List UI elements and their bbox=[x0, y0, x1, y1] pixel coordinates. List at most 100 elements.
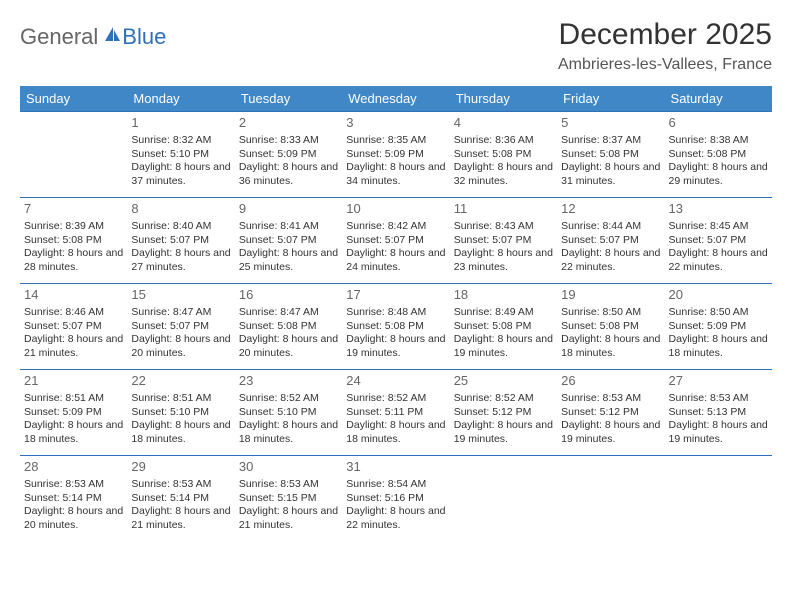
sunset-line: Sunset: 5:07 PM bbox=[24, 320, 123, 334]
calendar-cell: 1Sunrise: 8:32 AMSunset: 5:10 PMDaylight… bbox=[127, 112, 234, 198]
sunrise-line: Sunrise: 8:38 AM bbox=[669, 134, 768, 148]
calendar-cell: 23 Sunrise: 8:52 AMSunset: 5:10 PMDayligh… bbox=[235, 370, 342, 456]
sunrise-line: Sunrise: 8:53 AM bbox=[239, 478, 338, 492]
weekday-header: Monday bbox=[127, 86, 234, 112]
weekday-header: Saturday bbox=[665, 86, 772, 112]
daylight-line: Daylight: 8 hours and 19 minutes. bbox=[669, 419, 768, 446]
sunset-line: Sunset: 5:10 PM bbox=[239, 406, 338, 420]
sunrise-line: Sunrise: 8:53 AM bbox=[24, 478, 123, 492]
calendar-row: 21Sunrise: 8:51 AMSunset: 5:09 PMDayligh… bbox=[20, 370, 772, 456]
calendar-cell: 17Sunrise: 8:48 AMSunset: 5:08 PMDayligh… bbox=[342, 284, 449, 370]
calendar-cell: 28Sunrise: 8:53 AMSunset: 5:14 PMDayligh… bbox=[20, 456, 127, 542]
sunset-line: Sunset: 5:15 PM bbox=[239, 492, 338, 506]
calendar-cell: 8Sunrise: 8:40 AMSunset: 5:07 PMDaylight… bbox=[127, 198, 234, 284]
calendar-cell: 31Sunrise: 8:54 AMSunset: 5:16 PMDayligh… bbox=[342, 456, 449, 542]
sunset-line: Sunset: 5:08 PM bbox=[669, 148, 768, 162]
calendar-cell: 22Sunrise: 8:51 AMSunset: 5:10 PMDayligh… bbox=[127, 370, 234, 456]
calendar-cell: 11Sunrise: 8:43 AMSunset: 5:07 PMDayligh… bbox=[450, 198, 557, 284]
calendar-cell: 24Sunrise: 8:52 AMSunset: 5:11 PMDayligh… bbox=[342, 370, 449, 456]
daylight-line: Daylight: 8 hours and 18 minutes. bbox=[346, 419, 445, 446]
sunset-line: Sunset: 5:14 PM bbox=[24, 492, 123, 506]
calendar-cell bbox=[450, 456, 557, 542]
calendar-cell: 5Sunrise: 8:37 AMSunset: 5:08 PMDaylight… bbox=[557, 112, 664, 198]
calendar-cell: 12Sunrise: 8:44 AMSunset: 5:07 PMDayligh… bbox=[557, 198, 664, 284]
calendar-row: 28Sunrise: 8:53 AMSunset: 5:14 PMDayligh… bbox=[20, 456, 772, 542]
sunrise-line: Sunrise: 8:41 AM bbox=[239, 220, 338, 234]
daylight-line: Daylight: 8 hours and 28 minutes. bbox=[24, 247, 123, 274]
daylight-line: Daylight: 8 hours and 18 minutes. bbox=[239, 419, 338, 446]
sunrise-line: Sunrise: 8:44 AM bbox=[561, 220, 660, 234]
daylight-line: Daylight: 8 hours and 18 minutes. bbox=[131, 419, 230, 446]
logo-text-general: General bbox=[20, 24, 98, 50]
sunrise-line: Sunrise: 8:50 AM bbox=[669, 306, 768, 320]
calendar-cell: 29Sunrise: 8:53 AMSunset: 5:14 PMDayligh… bbox=[127, 456, 234, 542]
calendar-cell: 10Sunrise: 8:42 AMSunset: 5:07 PMDayligh… bbox=[342, 198, 449, 284]
sunset-line: Sunset: 5:07 PM bbox=[131, 234, 230, 248]
calendar-cell: 16Sunrise: 8:47 AMSunset: 5:08 PMDayligh… bbox=[235, 284, 342, 370]
sunset-line: Sunset: 5:11 PM bbox=[346, 406, 445, 420]
day-number: 4 bbox=[454, 115, 553, 132]
calendar-cell: 30Sunrise: 8:53 AMSunset: 5:15 PMDayligh… bbox=[235, 456, 342, 542]
sunset-line: Sunset: 5:08 PM bbox=[346, 320, 445, 334]
calendar-cell bbox=[557, 456, 664, 542]
sunrise-line: Sunrise: 8:33 AM bbox=[239, 134, 338, 148]
sunset-line: Sunset: 5:12 PM bbox=[454, 406, 553, 420]
calendar-page: General Blue December 2025 Ambrieres-les… bbox=[0, 0, 792, 552]
sunset-line: Sunset: 5:07 PM bbox=[454, 234, 553, 248]
day-number: 29 bbox=[131, 459, 230, 476]
sunset-line: Sunset: 5:08 PM bbox=[239, 320, 338, 334]
weekday-header-row: Sunday Monday Tuesday Wednesday Thursday… bbox=[20, 86, 772, 112]
calendar-cell: 25Sunrise: 8:52 AMSunset: 5:12 PMDayligh… bbox=[450, 370, 557, 456]
sail-icon bbox=[102, 26, 122, 49]
sunrise-line: Sunrise: 8:52 AM bbox=[239, 392, 338, 406]
sunrise-line: Sunrise: 8:40 AM bbox=[131, 220, 230, 234]
sunrise-line: Sunrise: 8:35 AM bbox=[346, 134, 445, 148]
calendar-cell bbox=[665, 456, 772, 542]
sunset-line: Sunset: 5:08 PM bbox=[561, 320, 660, 334]
sunset-line: Sunset: 5:08 PM bbox=[561, 148, 660, 162]
sunrise-line: Sunrise: 8:48 AM bbox=[346, 306, 445, 320]
sunset-line: Sunset: 5:08 PM bbox=[454, 320, 553, 334]
calendar-cell: 26Sunrise: 8:53 AMSunset: 5:12 PMDayligh… bbox=[557, 370, 664, 456]
daylight-line: Daylight: 8 hours and 19 minutes. bbox=[561, 419, 660, 446]
daylight-line: Daylight: 8 hours and 19 minutes. bbox=[346, 333, 445, 360]
weekday-header: Friday bbox=[557, 86, 664, 112]
calendar-cell: 14Sunrise: 8:46 AMSunset: 5:07 PMDayligh… bbox=[20, 284, 127, 370]
sunrise-line: Sunrise: 8:50 AM bbox=[561, 306, 660, 320]
daylight-line: Daylight: 8 hours and 20 minutes. bbox=[131, 333, 230, 360]
day-number: 2 bbox=[239, 115, 338, 132]
calendar-cell: 9Sunrise: 8:41 AMSunset: 5:07 PMDaylight… bbox=[235, 198, 342, 284]
weekday-header: Wednesday bbox=[342, 86, 449, 112]
day-number: 23 bbox=[239, 373, 338, 390]
sunset-line: Sunset: 5:09 PM bbox=[24, 406, 123, 420]
daylight-line: Daylight: 8 hours and 22 minutes. bbox=[669, 247, 768, 274]
calendar-row: 1Sunrise: 8:32 AMSunset: 5:10 PMDaylight… bbox=[20, 112, 772, 198]
day-number: 20 bbox=[669, 287, 768, 304]
sunset-line: Sunset: 5:07 PM bbox=[239, 234, 338, 248]
day-number: 3 bbox=[346, 115, 445, 132]
calendar-row: 14Sunrise: 8:46 AMSunset: 5:07 PMDayligh… bbox=[20, 284, 772, 370]
day-number: 26 bbox=[561, 373, 660, 390]
header: General Blue December 2025 Ambrieres-les… bbox=[20, 18, 772, 74]
sunset-line: Sunset: 5:13 PM bbox=[669, 406, 768, 420]
logo: General Blue bbox=[20, 18, 166, 50]
sunset-line: Sunset: 5:10 PM bbox=[131, 406, 230, 420]
sunrise-line: Sunrise: 8:52 AM bbox=[346, 392, 445, 406]
daylight-line: Daylight: 8 hours and 21 minutes. bbox=[24, 333, 123, 360]
daylight-line: Daylight: 8 hours and 20 minutes. bbox=[239, 333, 338, 360]
calendar-cell: 13Sunrise: 8:45 AMSunset: 5:07 PMDayligh… bbox=[665, 198, 772, 284]
calendar-cell: 7Sunrise: 8:39 AMSunset: 5:08 PMDaylight… bbox=[20, 198, 127, 284]
daylight-line: Daylight: 8 hours and 25 minutes. bbox=[239, 247, 338, 274]
weekday-header: Sunday bbox=[20, 86, 127, 112]
calendar-cell: 18Sunrise: 8:49 AMSunset: 5:08 PMDayligh… bbox=[450, 284, 557, 370]
calendar-cell: 20Sunrise: 8:50 AMSunset: 5:09 PMDayligh… bbox=[665, 284, 772, 370]
sunrise-line: Sunrise: 8:47 AM bbox=[131, 306, 230, 320]
sunrise-line: Sunrise: 8:36 AM bbox=[454, 134, 553, 148]
title-block: December 2025 Ambrieres-les-Vallees, Fra… bbox=[558, 18, 772, 74]
daylight-line: Daylight: 8 hours and 18 minutes. bbox=[669, 333, 768, 360]
logo-text-blue: Blue bbox=[122, 24, 166, 50]
sunset-line: Sunset: 5:07 PM bbox=[669, 234, 768, 248]
day-number: 18 bbox=[454, 287, 553, 304]
calendar-cell: 19Sunrise: 8:50 AMSunset: 5:08 PMDayligh… bbox=[557, 284, 664, 370]
sunrise-line: Sunrise: 8:45 AM bbox=[669, 220, 768, 234]
